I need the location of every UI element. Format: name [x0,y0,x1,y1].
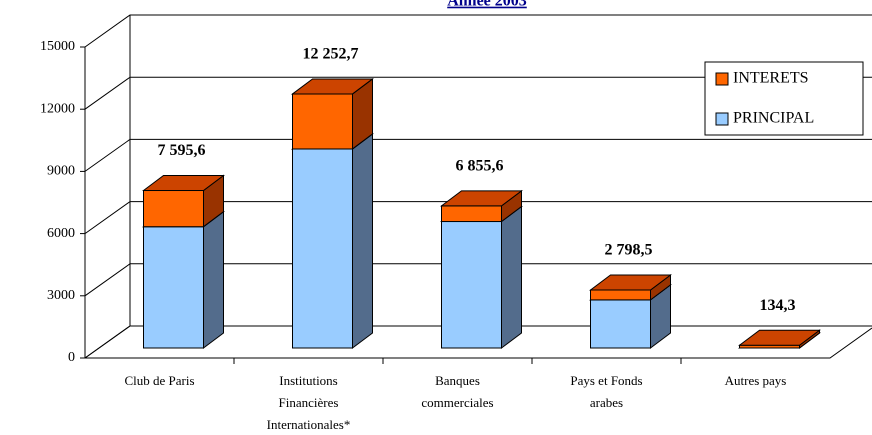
bar-front [143,226,204,349]
bar-segment [589,273,672,301]
x-tick-label: Internationales* [267,417,351,432]
grid-line [84,263,872,297]
bar-front [441,205,502,223]
y-tick-label: 3000 [47,288,75,303]
y-tick-label: 9000 [47,164,75,179]
bar-side [352,132,373,349]
total-label: 7 595,6 [158,142,206,159]
bar-top [589,274,672,291]
bar-segment [291,77,374,150]
bar-side [203,210,224,349]
y-tick-label: 0 [68,350,75,365]
bar-front [590,289,651,301]
x-tick-label: commerciales [421,395,493,410]
x-tick-label: Club de Paris [124,373,194,388]
bar-top [291,78,374,95]
x-tick-label: Pays et Fonds [570,373,642,388]
x-tick-label: arabes [590,395,623,410]
x-tick-label: Institutions [279,373,338,388]
total-label: 2 798,5 [605,242,653,259]
bar-segment [291,132,374,349]
bar-segment [142,174,225,228]
grid-line [84,76,872,110]
bar-segment [440,205,523,349]
legend-swatch [715,112,729,126]
bar-front [441,221,502,349]
bar-segment [738,329,821,349]
total-label: 12 252,7 [303,46,359,63]
bar-front [143,190,204,228]
bar-top [738,329,821,346]
legend-box [704,61,864,136]
x-tick-label: Financières [279,395,339,410]
y-tick-label: 6000 [47,226,75,241]
y-tick-label: 15000 [40,39,75,54]
chart-title: Année 2003 [447,0,527,10]
bar-segment [142,210,225,349]
legend-label: PRINCIPAL [733,110,814,127]
grid-line [84,138,872,172]
bar-side [501,205,522,349]
bar-top [142,175,225,192]
x-tick-label: Autres pays [725,373,787,388]
total-label: 134,3 [760,297,796,314]
y-tick-label: 12000 [40,101,75,116]
bar-front [590,299,651,349]
legend-swatch [715,72,729,86]
grid-line [84,14,872,48]
bar-front [292,93,353,150]
x-tick-label: Banques [435,373,480,388]
bar-top [440,190,523,207]
bar-segment [440,189,523,223]
legend-label: INTERETS [733,70,809,87]
total-label: 6 855,6 [456,158,504,175]
bar-front [292,148,353,349]
grid-line [84,201,872,235]
